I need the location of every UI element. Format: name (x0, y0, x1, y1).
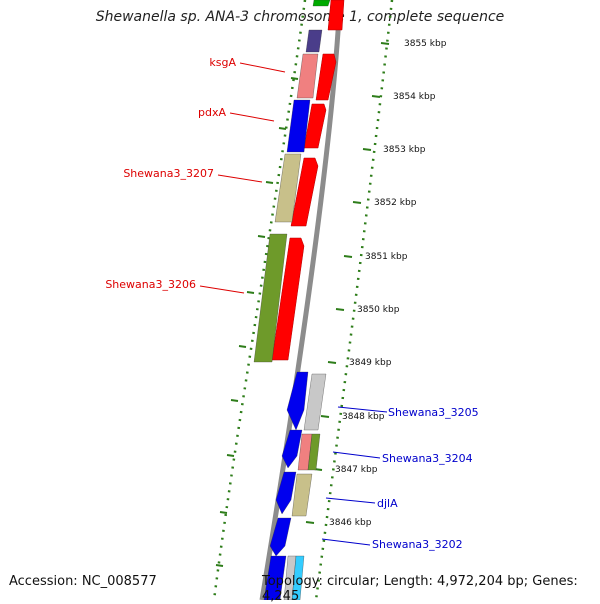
scale-tick (335, 308, 345, 311)
scale-label: 3850 kbp (357, 305, 400, 315)
gene-feature (291, 473, 313, 517)
scale-ticks (305, 42, 390, 524)
gene-feature (271, 237, 305, 361)
leader-line (229, 112, 275, 122)
gene-feature (269, 517, 292, 557)
inner-ring-marks (215, 77, 299, 567)
scale-tick (371, 95, 381, 98)
scale-label: 3848 kbp (342, 412, 385, 422)
scale-label: 3847 kbp (335, 465, 378, 475)
scale-label: 3853 kbp (383, 145, 426, 155)
scale-label: 3849 kbp (349, 358, 392, 368)
scale-tick (343, 255, 353, 258)
gene-feature (286, 99, 311, 153)
forward-strand-features (271, 0, 345, 361)
scale-tick (327, 361, 337, 364)
leader-line (325, 497, 376, 504)
gene-feature (303, 373, 327, 431)
scale-label: 3854 kbp (393, 92, 436, 102)
gene-feature (307, 433, 321, 471)
leader-line (217, 174, 263, 183)
scale-label: 3855 kbp (404, 39, 447, 49)
scale-tick (305, 521, 315, 524)
gene-label-shewana3-3205: Shewana3_3205 (388, 406, 479, 419)
gene-label-shewana3-3206: Shewana3_3206 (105, 278, 196, 291)
gene-feature (312, 0, 331, 7)
leader-line (199, 285, 245, 294)
lower-features (263, 371, 327, 600)
gene-label-shewana3-3207: Shewana3_3207 (123, 167, 214, 180)
leader-line (321, 538, 371, 546)
gene-feature (275, 471, 297, 515)
scale-label: 3846 kbp (329, 518, 372, 528)
gene-feature (291, 555, 305, 600)
gene-feature (263, 555, 287, 600)
cog-features (253, 0, 331, 363)
map-title: Shewanella sp. ANA-3 chromosome 1, compl… (95, 9, 505, 25)
gene-feature (290, 157, 319, 227)
gene-feature (281, 429, 303, 469)
scale-tick (352, 201, 362, 204)
gene-feature (327, 0, 345, 31)
gene-label-djlA: djlA (377, 497, 398, 510)
scale-ring-inner (212, 0, 307, 600)
gene-feature (274, 153, 302, 223)
gene-label-ksgA: ksgA (209, 56, 236, 69)
scale-tick (362, 148, 372, 151)
gene-label-pdxA: pdxA (198, 106, 226, 119)
left-gene-labels: ksgA pdxA Shewana3_3207 Shewana3_3206 (105, 56, 286, 294)
scale-labels: 3855 kbp 3854 kbp 3853 kbp 3852 kbp 3851… (329, 39, 447, 528)
gene-feature (286, 371, 309, 431)
scale-label: 3852 kbp (374, 198, 417, 208)
chromosome-backbone (259, 0, 343, 600)
accession-text: Accession: NC_008577 (9, 574, 157, 589)
scale-tick (320, 415, 330, 418)
gene-feature (305, 29, 323, 53)
leader-line (239, 62, 286, 73)
scale-label: 3851 kbp (365, 252, 408, 262)
gene-feature (315, 53, 337, 101)
gene-feature (296, 53, 319, 99)
scale-tick (380, 42, 390, 45)
leader-line (332, 451, 381, 459)
gene-label-shewana3-3202: Shewana3_3202 (372, 538, 463, 551)
gene-label-shewana3-3204: Shewana3_3204 (382, 452, 473, 465)
right-gene-labels: Shewana3_3205 Shewana3_3204 djlA Shewana… (321, 406, 479, 551)
gene-feature (253, 233, 288, 363)
leader-line (337, 406, 388, 413)
